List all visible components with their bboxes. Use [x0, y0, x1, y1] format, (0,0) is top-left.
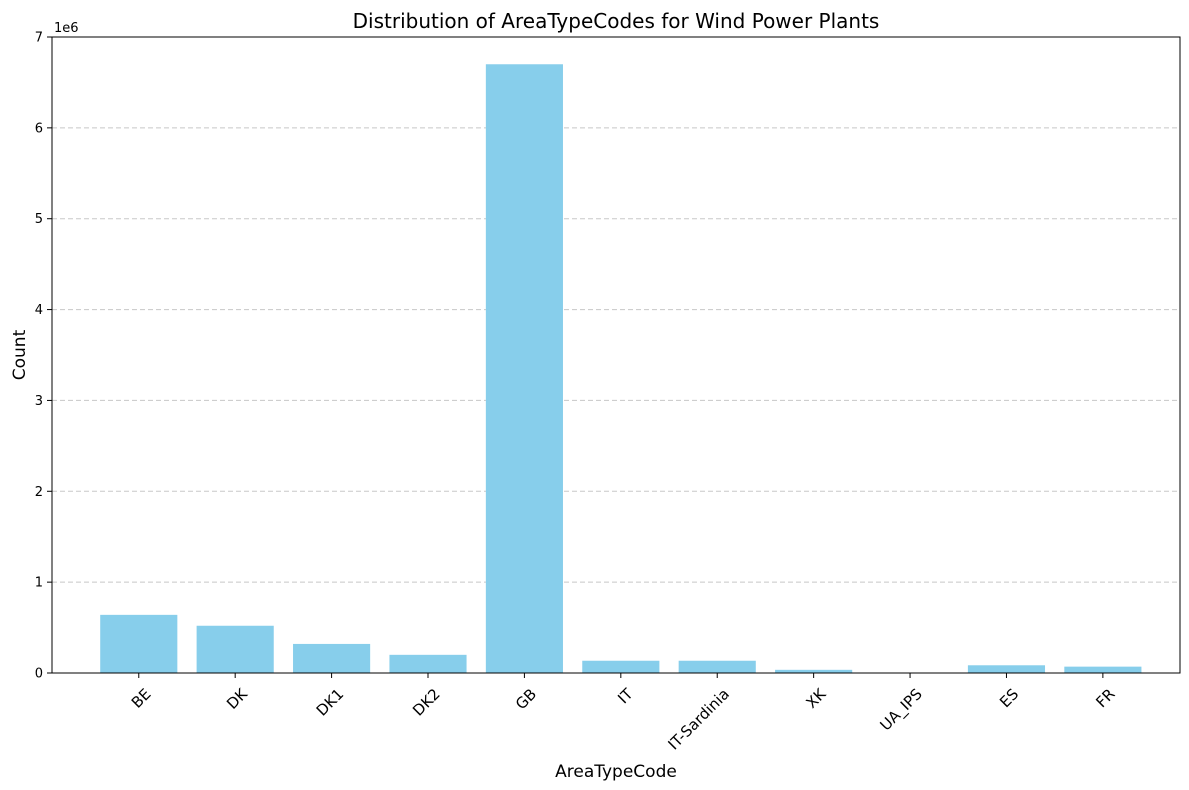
- chart-title: Distribution of AreaTypeCodes for Wind P…: [353, 9, 880, 33]
- x-axis-label: AreaTypeCode: [555, 762, 677, 782]
- bar: [582, 660, 660, 673]
- x-tick-label: DK: [223, 684, 252, 713]
- y-axis-ticks: 0 1 2 3 4 5 6 7: [35, 31, 52, 682]
- y-tick-label: 6: [35, 121, 43, 136]
- y-tick-label: 7: [35, 31, 43, 46]
- y-tick-label: 4: [35, 303, 43, 318]
- x-tick-label: UA_IPS: [876, 685, 926, 735]
- bars: [100, 64, 1142, 673]
- y-tick-label: 0: [35, 667, 43, 682]
- y-tick-label: 3: [35, 394, 43, 409]
- bar: [678, 660, 756, 673]
- x-tick-label: DK2: [409, 685, 444, 720]
- bar: [389, 654, 467, 673]
- bar: [967, 665, 1046, 673]
- bar: [1064, 666, 1142, 673]
- x-tick-label: XK: [802, 684, 830, 712]
- x-tick-label: GB: [512, 685, 540, 713]
- x-axis-ticks: BE DK DK1 DK2 GB IT IT-Sardinia XK UA_IPS ES FR: [128, 673, 1119, 753]
- y-axis-label: Count: [10, 329, 30, 380]
- y-tick-label: 5: [35, 212, 43, 227]
- x-tick-label: IT: [614, 684, 637, 707]
- x-tick-label: DK1: [313, 685, 348, 720]
- bar: [775, 669, 853, 673]
- x-tick-label: BE: [128, 685, 155, 712]
- x-tick-label: FR: [1092, 685, 1118, 711]
- x-tick-label: IT-Sardinia: [665, 685, 733, 753]
- y-tick-label: 2: [35, 485, 43, 500]
- x-tick-label: ES: [996, 685, 1022, 711]
- bar: [485, 64, 563, 673]
- bar: [100, 614, 178, 673]
- grid-lines: [52, 36, 1180, 583]
- bar: [293, 643, 371, 673]
- plot-frame: [51, 36, 1181, 674]
- y-tick-label: 1: [35, 576, 43, 591]
- bar: [196, 625, 274, 673]
- y-scale-label: 1e6: [54, 21, 79, 36]
